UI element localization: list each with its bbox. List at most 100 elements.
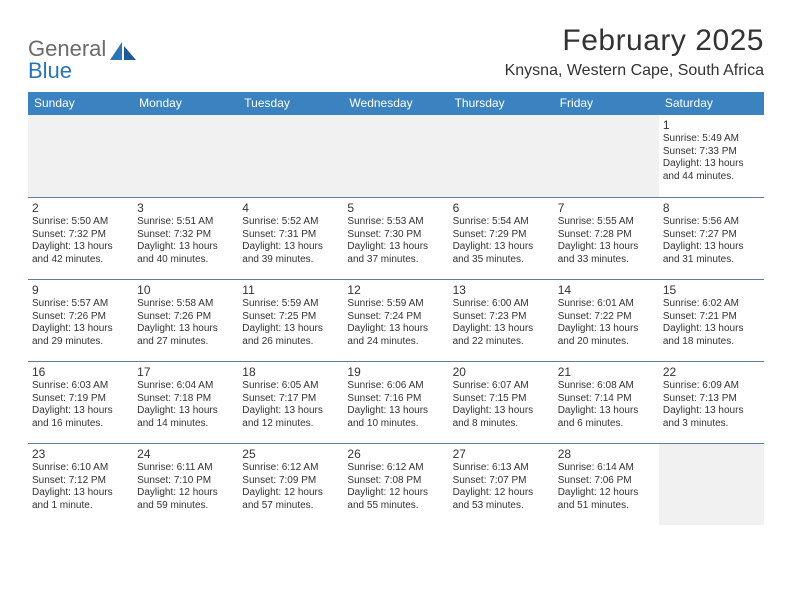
day-detail: Sunrise: 6:01 AMSunset: 7:22 PMDaylight:… [558, 298, 655, 348]
daylight-text: Daylight: 13 hours and 31 minutes. [663, 241, 760, 266]
day-number: 18 [242, 365, 339, 379]
sunrise-text: Sunrise: 6:14 AM [558, 462, 655, 475]
logo-text: General Blue [28, 38, 106, 82]
day-cell-11: 11Sunrise: 5:59 AMSunset: 7:25 PMDayligh… [238, 279, 343, 361]
day-number: 25 [242, 447, 339, 461]
day-detail: Sunrise: 6:02 AMSunset: 7:21 PMDaylight:… [663, 298, 760, 348]
daylight-text: Daylight: 12 hours and 55 minutes. [347, 487, 444, 512]
sunrise-text: Sunrise: 5:53 AM [347, 216, 444, 229]
daylight-text: Daylight: 13 hours and 37 minutes. [347, 241, 444, 266]
day-detail: Sunrise: 6:05 AMSunset: 7:17 PMDaylight:… [242, 380, 339, 430]
day-number: 3 [137, 201, 234, 215]
day-number: 5 [347, 201, 444, 215]
day-cell-8: 8Sunrise: 5:56 AMSunset: 7:27 PMDaylight… [659, 197, 764, 279]
sunset-text: Sunset: 7:23 PM [453, 311, 550, 324]
daylight-text: Daylight: 13 hours and 35 minutes. [453, 241, 550, 266]
dayhead-friday: Friday [554, 92, 659, 115]
day-cell-23: 23Sunrise: 6:10 AMSunset: 7:12 PMDayligh… [28, 443, 133, 525]
sunrise-text: Sunrise: 5:49 AM [663, 133, 760, 146]
sunrise-text: Sunrise: 6:03 AM [32, 380, 129, 393]
day-number: 12 [347, 283, 444, 297]
sunrise-text: Sunrise: 6:04 AM [137, 380, 234, 393]
sunrise-text: Sunrise: 5:59 AM [347, 298, 444, 311]
sunrise-text: Sunrise: 5:51 AM [137, 216, 234, 229]
day-detail: Sunrise: 5:59 AMSunset: 7:25 PMDaylight:… [242, 298, 339, 348]
day-detail: Sunrise: 6:14 AMSunset: 7:06 PMDaylight:… [558, 462, 655, 512]
day-detail: Sunrise: 6:08 AMSunset: 7:14 PMDaylight:… [558, 380, 655, 430]
day-cell-4: 4Sunrise: 5:52 AMSunset: 7:31 PMDaylight… [238, 197, 343, 279]
sunset-text: Sunset: 7:24 PM [347, 311, 444, 324]
day-detail: Sunrise: 5:50 AMSunset: 7:32 PMDaylight:… [32, 216, 129, 266]
sunset-text: Sunset: 7:19 PM [32, 393, 129, 406]
sunrise-text: Sunrise: 5:55 AM [558, 216, 655, 229]
day-cell-16: 16Sunrise: 6:03 AMSunset: 7:19 PMDayligh… [28, 361, 133, 443]
daylight-text: Daylight: 13 hours and 1 minute. [32, 487, 129, 512]
sail-icon [108, 40, 138, 62]
day-detail: Sunrise: 5:54 AMSunset: 7:29 PMDaylight:… [453, 216, 550, 266]
sunset-text: Sunset: 7:31 PM [242, 229, 339, 242]
sunrise-text: Sunrise: 5:59 AM [242, 298, 339, 311]
day-number: 11 [242, 283, 339, 297]
sunset-text: Sunset: 7:08 PM [347, 475, 444, 488]
sunrise-text: Sunrise: 6:05 AM [242, 380, 339, 393]
day-cell-26: 26Sunrise: 6:12 AMSunset: 7:08 PMDayligh… [343, 443, 448, 525]
day-detail: Sunrise: 5:49 AMSunset: 7:33 PMDaylight:… [663, 133, 760, 183]
day-cell-22: 22Sunrise: 6:09 AMSunset: 7:13 PMDayligh… [659, 361, 764, 443]
sunset-text: Sunset: 7:27 PM [663, 229, 760, 242]
day-detail: Sunrise: 6:00 AMSunset: 7:23 PMDaylight:… [453, 298, 550, 348]
daylight-text: Daylight: 13 hours and 42 minutes. [32, 241, 129, 266]
day-number: 26 [347, 447, 444, 461]
daylight-text: Daylight: 13 hours and 40 minutes. [137, 241, 234, 266]
calendar-grid: Sunday Monday Tuesday Wednesday Thursday… [28, 92, 764, 525]
day-detail: Sunrise: 5:52 AMSunset: 7:31 PMDaylight:… [242, 216, 339, 266]
daylight-text: Daylight: 13 hours and 24 minutes. [347, 323, 444, 348]
sunset-text: Sunset: 7:09 PM [242, 475, 339, 488]
sunset-text: Sunset: 7:12 PM [32, 475, 129, 488]
day-number: 17 [137, 365, 234, 379]
day-cell-3: 3Sunrise: 5:51 AMSunset: 7:32 PMDaylight… [133, 197, 238, 279]
day-cell-1: 1Sunrise: 5:49 AMSunset: 7:33 PMDaylight… [659, 115, 764, 197]
empty-cell [659, 443, 764, 525]
day-number: 7 [558, 201, 655, 215]
day-detail: Sunrise: 6:12 AMSunset: 7:09 PMDaylight:… [242, 462, 339, 512]
day-number: 2 [32, 201, 129, 215]
daylight-text: Daylight: 13 hours and 8 minutes. [453, 405, 550, 430]
daylight-text: Daylight: 13 hours and 12 minutes. [242, 405, 339, 430]
sunrise-text: Sunrise: 6:08 AM [558, 380, 655, 393]
daylight-text: Daylight: 13 hours and 26 minutes. [242, 323, 339, 348]
empty-cell [133, 115, 238, 197]
day-detail: Sunrise: 6:09 AMSunset: 7:13 PMDaylight:… [663, 380, 760, 430]
sunset-text: Sunset: 7:13 PM [663, 393, 760, 406]
day-cell-28: 28Sunrise: 6:14 AMSunset: 7:06 PMDayligh… [554, 443, 659, 525]
day-number: 10 [137, 283, 234, 297]
day-cell-17: 17Sunrise: 6:04 AMSunset: 7:18 PMDayligh… [133, 361, 238, 443]
dayhead-thursday: Thursday [449, 92, 554, 115]
empty-cell [343, 115, 448, 197]
daylight-text: Daylight: 12 hours and 57 minutes. [242, 487, 339, 512]
daylight-text: Daylight: 13 hours and 29 minutes. [32, 323, 129, 348]
day-detail: Sunrise: 6:04 AMSunset: 7:18 PMDaylight:… [137, 380, 234, 430]
day-detail: Sunrise: 6:06 AMSunset: 7:16 PMDaylight:… [347, 380, 444, 430]
day-cell-27: 27Sunrise: 6:13 AMSunset: 7:07 PMDayligh… [449, 443, 554, 525]
day-cell-9: 9Sunrise: 5:57 AMSunset: 7:26 PMDaylight… [28, 279, 133, 361]
day-number: 23 [32, 447, 129, 461]
day-number: 19 [347, 365, 444, 379]
day-cell-2: 2Sunrise: 5:50 AMSunset: 7:32 PMDaylight… [28, 197, 133, 279]
sunrise-text: Sunrise: 5:52 AM [242, 216, 339, 229]
daylight-text: Daylight: 13 hours and 39 minutes. [242, 241, 339, 266]
sunset-text: Sunset: 7:21 PM [663, 311, 760, 324]
day-number: 14 [558, 283, 655, 297]
daylight-text: Daylight: 13 hours and 10 minutes. [347, 405, 444, 430]
day-detail: Sunrise: 5:53 AMSunset: 7:30 PMDaylight:… [347, 216, 444, 266]
day-number: 21 [558, 365, 655, 379]
daylight-text: Daylight: 13 hours and 44 minutes. [663, 158, 760, 183]
daylight-text: Daylight: 13 hours and 3 minutes. [663, 405, 760, 430]
empty-cell [554, 115, 659, 197]
sunrise-text: Sunrise: 6:02 AM [663, 298, 760, 311]
daylight-text: Daylight: 13 hours and 22 minutes. [453, 323, 550, 348]
title-block: February 2025 Knysna, Western Cape, Sout… [505, 24, 764, 80]
sunset-text: Sunset: 7:17 PM [242, 393, 339, 406]
daylight-text: Daylight: 12 hours and 59 minutes. [137, 487, 234, 512]
logo-word-blue: Blue [28, 58, 72, 83]
day-cell-19: 19Sunrise: 6:06 AMSunset: 7:16 PMDayligh… [343, 361, 448, 443]
